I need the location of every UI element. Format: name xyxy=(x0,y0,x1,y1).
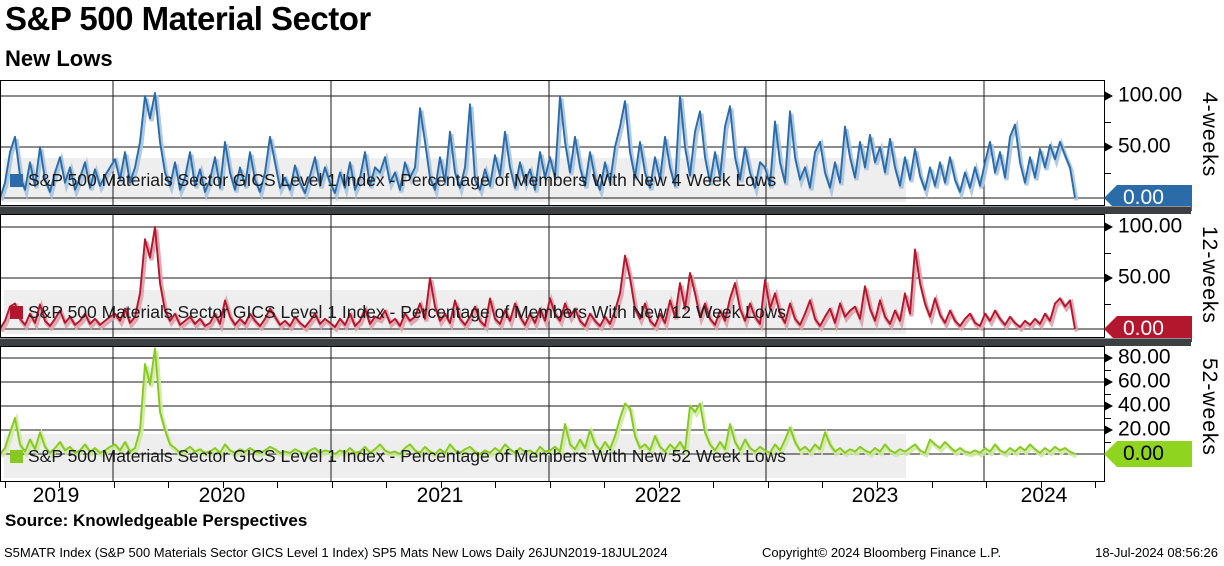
x-tick-quarter xyxy=(604,482,606,488)
y-tick-label: 20.00 xyxy=(1118,417,1171,441)
y-tick-arrow xyxy=(1104,425,1113,435)
legend-12-weeks[interactable]: S&P 500 Materials Sector GICS Level 1 In… xyxy=(10,302,786,323)
source-line: Source: Knowledgeable Perspectives xyxy=(5,511,308,530)
last-value-tag: 0.00 xyxy=(1104,316,1192,342)
x-tick-quarter xyxy=(59,482,61,488)
x-axis-year-label: 2020 xyxy=(198,484,246,507)
legend-4-weeks[interactable]: S&P 500 Materials Sector GICS Level 1 In… xyxy=(10,170,776,191)
x-tick-quarter xyxy=(277,482,279,488)
x-tick-quarter xyxy=(440,482,442,488)
y-tick-minor xyxy=(1104,442,1111,443)
x-tick-quarter xyxy=(386,482,388,488)
series-line xyxy=(0,91,1076,199)
legend-swatch-icon xyxy=(10,174,23,187)
page-title: S&P 500 Material Sector xyxy=(5,0,371,37)
x-tick-quarter xyxy=(1040,482,1042,488)
y-tick-label: 60.00 xyxy=(1118,369,1171,393)
x-tick-quarter xyxy=(4,482,6,488)
y-tick-minor xyxy=(1104,121,1111,123)
x-tick-quarter xyxy=(767,482,769,488)
panel-divider-handle[interactable] xyxy=(0,338,1191,346)
legend-swatch-icon xyxy=(10,306,23,319)
x-axis-year-label: 2022 xyxy=(634,484,682,507)
footer-copyright: Copyright© 2024 Bloomberg Finance L.P. xyxy=(762,545,1002,560)
y-tick-label: 50.00 xyxy=(1118,134,1171,158)
chart-panel-12-weeks: S&P 500 Materials Sector GICS Level 1 In… xyxy=(0,214,1224,342)
x-tick-quarter xyxy=(331,482,333,488)
x-tick-quarter xyxy=(876,482,878,488)
footer-ticker-description: S5MATR Index (S&P 500 Materials Sector G… xyxy=(4,545,668,560)
y-tick-label: 100.00 xyxy=(1118,214,1183,238)
y-tick-minor xyxy=(1104,303,1111,305)
x-axis-year-label: 2024 xyxy=(1020,484,1068,507)
y-tick-arrow xyxy=(1104,91,1113,101)
y-tick-arrow xyxy=(1104,273,1113,283)
plot-12-weeks xyxy=(0,214,1105,338)
y-tick-label: 50.00 xyxy=(1118,265,1171,289)
y-tick-minor xyxy=(1104,172,1111,174)
x-tick-quarter xyxy=(495,482,497,488)
chart-panel-4-weeks: S&P 500 Materials Sector GICS Level 1 In… xyxy=(0,80,1224,211)
y-tick-arrow xyxy=(1104,401,1113,411)
footer-timestamp: 18-Jul-2024 08:56:26 xyxy=(1095,545,1218,560)
y-tick-arrow xyxy=(1104,222,1113,232)
y-tick-minor xyxy=(1104,370,1111,371)
y-tick-arrow xyxy=(1104,377,1113,387)
series-line xyxy=(0,347,1076,455)
chart-area: S&P 500 Materials Sector GICS Level 1 In… xyxy=(0,80,1224,490)
plot-52-weeks xyxy=(0,346,1105,482)
y-tick-minor xyxy=(1104,394,1111,395)
series-halo-line xyxy=(0,350,1078,460)
x-tick-quarter xyxy=(658,482,660,488)
y-tick-arrow xyxy=(1104,353,1113,363)
x-tick-quarter xyxy=(1095,482,1097,488)
y-tick-label: 80.00 xyxy=(1118,345,1171,369)
y-tick-minor xyxy=(1104,252,1111,254)
x-tick-quarter xyxy=(713,482,715,488)
x-tick-quarter xyxy=(986,482,988,488)
x-tick-quarter xyxy=(931,482,933,488)
page-subtitle: New Lows xyxy=(5,46,113,71)
legend-background xyxy=(4,434,906,478)
x-tick-quarter xyxy=(113,482,115,488)
series-line xyxy=(0,226,1076,330)
x-axis-year-label: 2019 xyxy=(32,484,80,507)
panel-border xyxy=(0,346,1105,482)
y-tick-label: 40.00 xyxy=(1118,393,1171,417)
x-tick-quarter xyxy=(168,482,170,488)
y-tick-arrow xyxy=(1104,142,1113,152)
legend-52-weeks[interactable]: S&P 500 Materials Sector GICS Level 1 In… xyxy=(10,446,786,467)
panel-label-12-weeks: 12-weeks xyxy=(1198,226,1221,324)
panel-divider-handle[interactable] xyxy=(0,206,1191,214)
panel-label-52-weeks: 52-weeks xyxy=(1198,358,1221,456)
y-tick-label: 100.00 xyxy=(1118,83,1183,107)
chart-panel-52-weeks: S&P 500 Materials Sector GICS Level 1 In… xyxy=(0,346,1224,482)
panel-label-4-weeks: 4-weeks xyxy=(1198,92,1221,178)
legend-label: S&P 500 Materials Sector GICS Level 1 In… xyxy=(28,302,787,322)
legend-label: S&P 500 Materials Sector GICS Level 1 In… xyxy=(28,446,787,466)
x-tick-quarter xyxy=(549,482,551,488)
x-axis-year-label: 2023 xyxy=(851,484,899,507)
legend-label: S&P 500 Materials Sector GICS Level 1 In… xyxy=(28,170,777,190)
y-tick-minor xyxy=(1104,418,1111,419)
legend-swatch-icon xyxy=(10,450,23,463)
x-tick-quarter xyxy=(822,482,824,488)
last-value-tag: 0.00 xyxy=(1104,441,1192,467)
x-axis-year-label: 2021 xyxy=(416,484,464,507)
x-tick-quarter xyxy=(222,482,224,488)
